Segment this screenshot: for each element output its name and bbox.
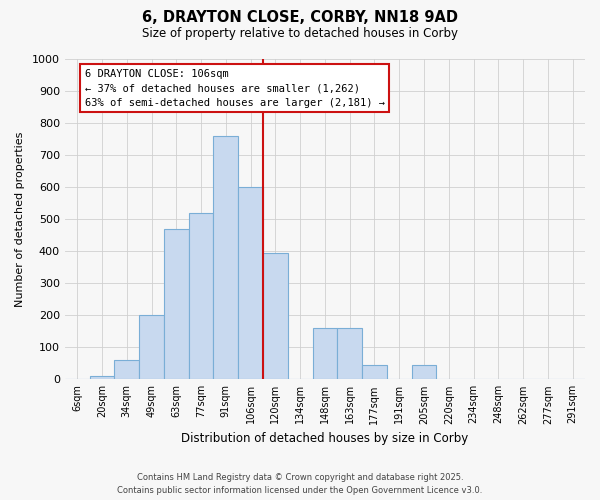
Bar: [115, 360, 139, 380]
Y-axis label: Number of detached properties: Number of detached properties: [15, 132, 25, 307]
Bar: [337, 328, 362, 380]
Bar: [412, 365, 436, 380]
Bar: [263, 253, 288, 380]
Text: 6 DRAYTON CLOSE: 106sqm
← 37% of detached houses are smaller (1,262)
63% of semi: 6 DRAYTON CLOSE: 106sqm ← 37% of detache…: [85, 68, 385, 108]
Text: Contains HM Land Registry data © Crown copyright and database right 2025.
Contai: Contains HM Land Registry data © Crown c…: [118, 474, 482, 495]
Bar: [188, 212, 214, 380]
Bar: [214, 136, 238, 380]
Bar: [89, 376, 115, 380]
Text: 6, DRAYTON CLOSE, CORBY, NN18 9AD: 6, DRAYTON CLOSE, CORBY, NN18 9AD: [142, 10, 458, 25]
Bar: [238, 187, 263, 380]
Bar: [313, 328, 337, 380]
Bar: [139, 315, 164, 380]
X-axis label: Distribution of detached houses by size in Corby: Distribution of detached houses by size …: [181, 432, 469, 445]
Text: Size of property relative to detached houses in Corby: Size of property relative to detached ho…: [142, 28, 458, 40]
Bar: [164, 229, 188, 380]
Bar: [362, 365, 387, 380]
